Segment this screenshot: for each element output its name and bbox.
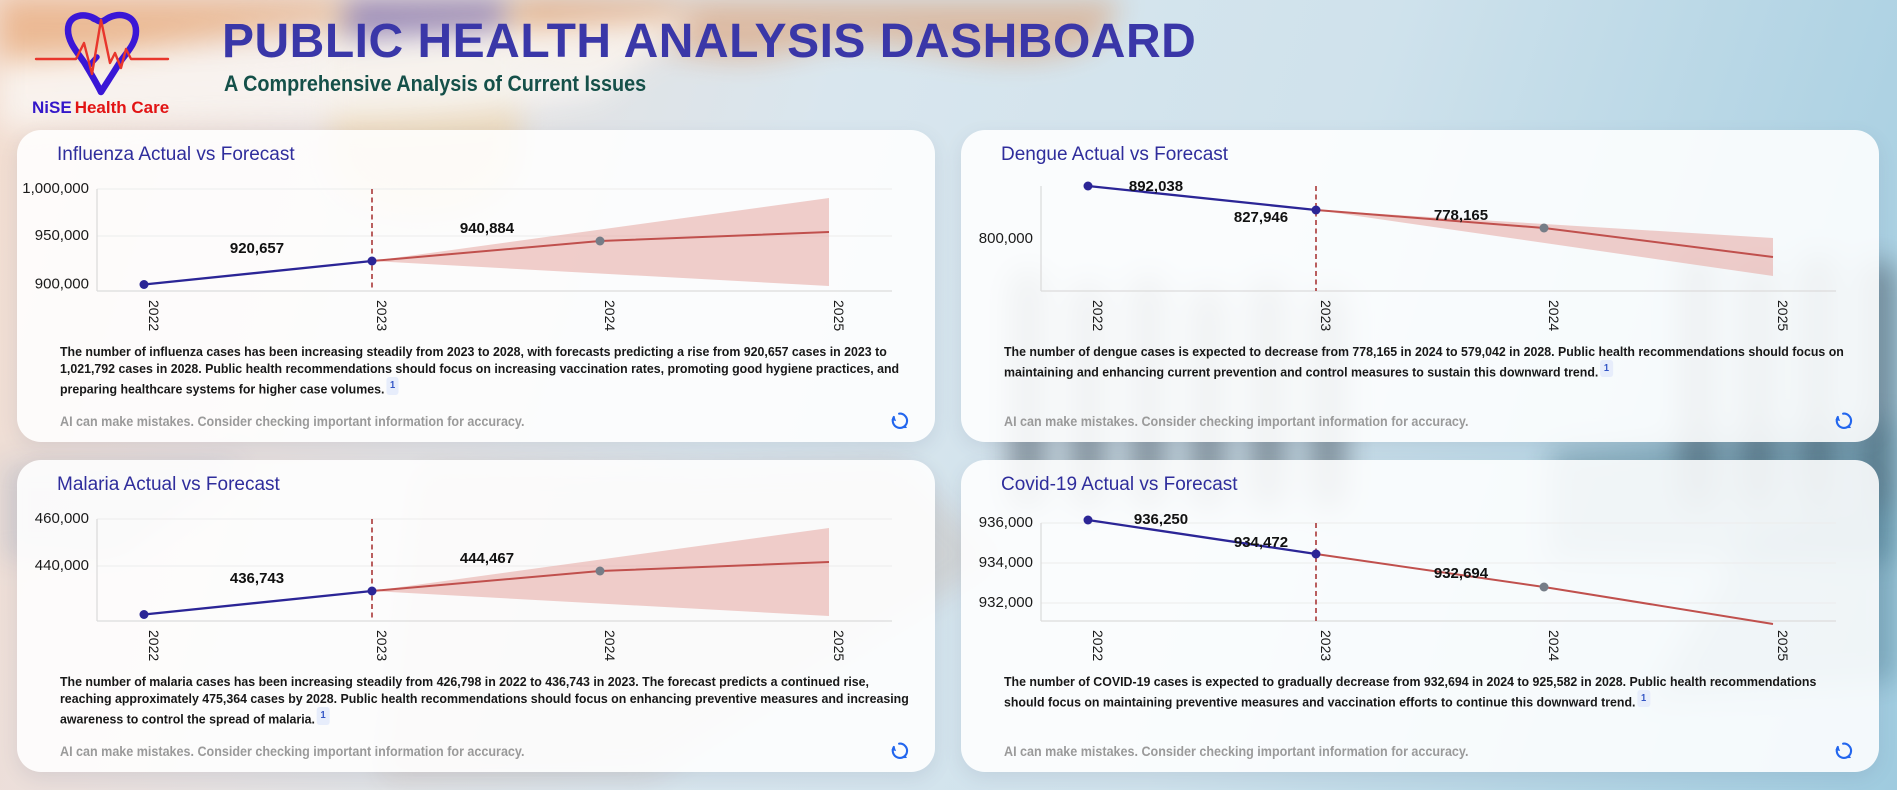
svg-text:2025: 2025 — [831, 300, 847, 331]
svg-text:2025: 2025 — [1775, 300, 1791, 331]
svg-text:934,472: 934,472 — [1234, 534, 1288, 551]
svg-text:2023: 2023 — [1318, 630, 1334, 661]
svg-text:2024: 2024 — [1546, 630, 1562, 661]
svg-text:2023: 2023 — [374, 630, 390, 661]
svg-text:2024: 2024 — [602, 630, 618, 661]
svg-text:1,000,000: 1,000,000 — [22, 180, 89, 197]
svg-text:827,946: 827,946 — [1234, 209, 1288, 226]
svg-text:934,000: 934,000 — [979, 554, 1033, 571]
svg-text:932,694: 932,694 — [1434, 565, 1489, 582]
svg-text:2025: 2025 — [831, 630, 847, 661]
svg-text:2023: 2023 — [374, 300, 390, 331]
svg-text:940,884: 940,884 — [460, 220, 515, 237]
svg-text:436,743: 436,743 — [230, 570, 284, 587]
svg-text:2022: 2022 — [1090, 630, 1106, 661]
svg-text:800,000: 800,000 — [979, 230, 1033, 247]
svg-text:444,467: 444,467 — [460, 550, 514, 567]
svg-text:2024: 2024 — [602, 300, 618, 331]
svg-text:778,165: 778,165 — [1434, 207, 1488, 224]
svg-text:920,657: 920,657 — [230, 240, 284, 257]
svg-text:460,000: 460,000 — [35, 510, 89, 527]
svg-text:936,250: 936,250 — [1134, 511, 1188, 528]
svg-text:440,000: 440,000 — [35, 557, 89, 574]
svg-text:2022: 2022 — [146, 300, 162, 331]
svg-text:2025: 2025 — [1775, 630, 1791, 661]
svg-text:950,000: 950,000 — [35, 227, 89, 244]
svg-text:892,038: 892,038 — [1129, 178, 1183, 195]
svg-text:2023: 2023 — [1318, 300, 1334, 331]
svg-text:936,000: 936,000 — [979, 514, 1033, 531]
svg-text:2024: 2024 — [1546, 300, 1562, 331]
svg-text:2022: 2022 — [1090, 300, 1106, 331]
svg-text:932,000: 932,000 — [979, 594, 1033, 611]
svg-text:2022: 2022 — [146, 630, 162, 661]
svg-text:900,000: 900,000 — [35, 276, 89, 293]
